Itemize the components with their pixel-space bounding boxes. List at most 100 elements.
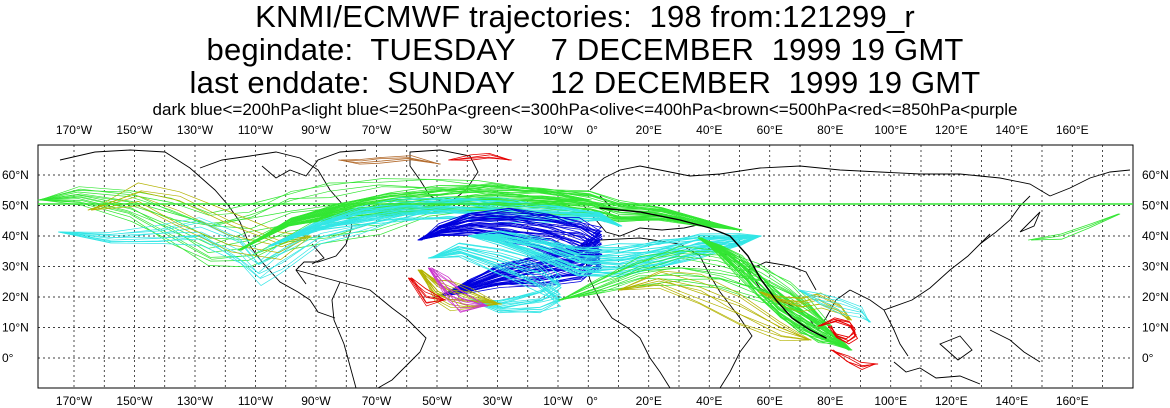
trajectory-line [270,210,619,247]
trajectory-line [798,289,870,323]
trajectory-line [240,197,742,251]
bottom-lon-label: 150°W [116,394,153,408]
top-lon-label: 60°E [757,123,783,137]
trajectory-line [91,201,311,253]
trajectory-line [799,289,870,323]
top-lon-label: 0° [587,123,599,137]
trajectory-line [271,200,622,247]
trajectory-line [268,202,621,247]
trajectory-line [58,205,451,287]
trajectory-line [759,291,850,321]
trajectory-line [817,320,856,343]
trajectory-line [620,283,811,341]
top-lon-label: 90°W [301,123,331,137]
trajectory-line [39,179,591,214]
right-latitude-labels: 60°N 50°N 40°N 30°N 20°N 10°N 0° [1142,168,1169,365]
bottom-lon-label: 160°E [1056,394,1089,408]
trajectory-line [419,212,603,297]
title-line-1: KNMI/ECMWF trajectories: 198 from:121299… [255,0,915,34]
trajectory-line [410,277,443,304]
bottom-lon-label: 50°W [422,394,452,408]
trajectory-line [619,280,812,341]
trajectory-line [1031,213,1121,241]
left-latitude-labels: 60°N 50°N 40°N 30°N 20°N 10°N 0° [2,168,29,365]
left-lat-label: 20°N [2,290,29,304]
top-lon-label: 110°W [238,123,274,137]
trajectory-line [88,195,310,248]
trajectories [37,152,1121,370]
right-lat-label: 60°N [1142,168,1169,182]
trajectory-line [270,217,621,247]
top-lon-label: 160°E [1056,123,1089,137]
trajectory-line [430,246,560,304]
bottom-lon-label: 0° [587,394,599,408]
trajectory-line [239,184,739,251]
pressure-color-legend: dark blue<=200hPa<light blue<=250hPa<gre… [152,100,1018,119]
trajectory-line [428,255,561,314]
left-lat-label: 40°N [2,229,29,243]
bottom-lon-label: 100°E [874,394,907,408]
top-lon-label: 30°W [483,123,513,137]
trajectory-line [431,255,561,312]
top-lon-label: 130°W [177,123,214,137]
trajectory-line [421,269,501,305]
top-lon-label: 10°W [543,123,573,137]
bottom-lon-label: 170°W [56,394,93,408]
trajectory-line [339,159,441,165]
title-line-2: begindate: TUESDAY 7 DECEMBER 1999 19 GM… [206,32,964,67]
top-lon-label: 80°E [817,123,843,137]
trajectory-line [619,284,810,341]
top-lon-label: 120°E [935,123,968,137]
trajectory-line [338,158,441,165]
trajectory-line [559,274,829,327]
trajectory-line [427,267,485,313]
bottom-lon-label: 60°E [757,394,783,408]
trajectory-line [411,277,447,301]
trajectory-line [429,267,488,309]
bottom-lon-label: 110°W [238,394,274,408]
bottom-longitude-labels: 170°W 150°W 130°W 110°W 90°W 70°W 50°W 30°W 10°W… [56,394,1089,408]
trajectory-line [618,270,811,341]
trajectory-line [38,188,589,225]
bottom-lon-label: 20°E [636,394,662,408]
top-lon-label: 70°W [362,123,392,137]
left-lat-label: 60°N [2,168,29,182]
trajectory-line [91,182,309,237]
trajectory-line [430,242,559,301]
bottom-lon-label: 90°W [301,394,331,408]
trajectory-line [797,289,870,323]
trajectory-line [700,237,852,351]
trajectory-line [429,250,561,310]
trajectory-line [411,277,445,301]
top-lon-label: 140°E [995,123,1028,137]
trajectory-line [467,230,762,251]
trajectory-line [471,231,761,249]
top-lon-label: 40°E [696,123,722,137]
trajectory-line [798,289,871,323]
right-lat-label: 40°N [1142,229,1169,243]
trajectory-line [799,289,871,323]
right-lat-label: 20°N [1142,290,1169,304]
trajectory-line [471,235,760,274]
bottom-lon-label: 70°W [362,394,392,408]
title-line-3: last enddate: SUNDAY 12 DECEMBER 1999 19… [189,65,981,100]
left-lat-label: 50°N [2,199,29,213]
trajectory-line [407,277,445,307]
trajectory-line [428,267,487,307]
left-lat-label: 0° [2,351,14,365]
trajectory-line [419,269,499,305]
trajectory-line [428,248,562,307]
trajectory-line [830,349,879,365]
trajectory-line [269,201,620,247]
bottom-lon-label: 130°W [177,394,214,408]
trajectory-line [429,248,559,305]
trajectory-line [558,257,830,327]
trajectory-line [619,287,810,342]
top-lon-label: 100°E [874,123,907,137]
trajectory-line [429,267,488,307]
left-lat-label: 30°N [2,260,29,274]
trajectory-line [831,349,876,370]
trajectory-line [599,207,827,339]
trajectory-line [417,269,502,305]
